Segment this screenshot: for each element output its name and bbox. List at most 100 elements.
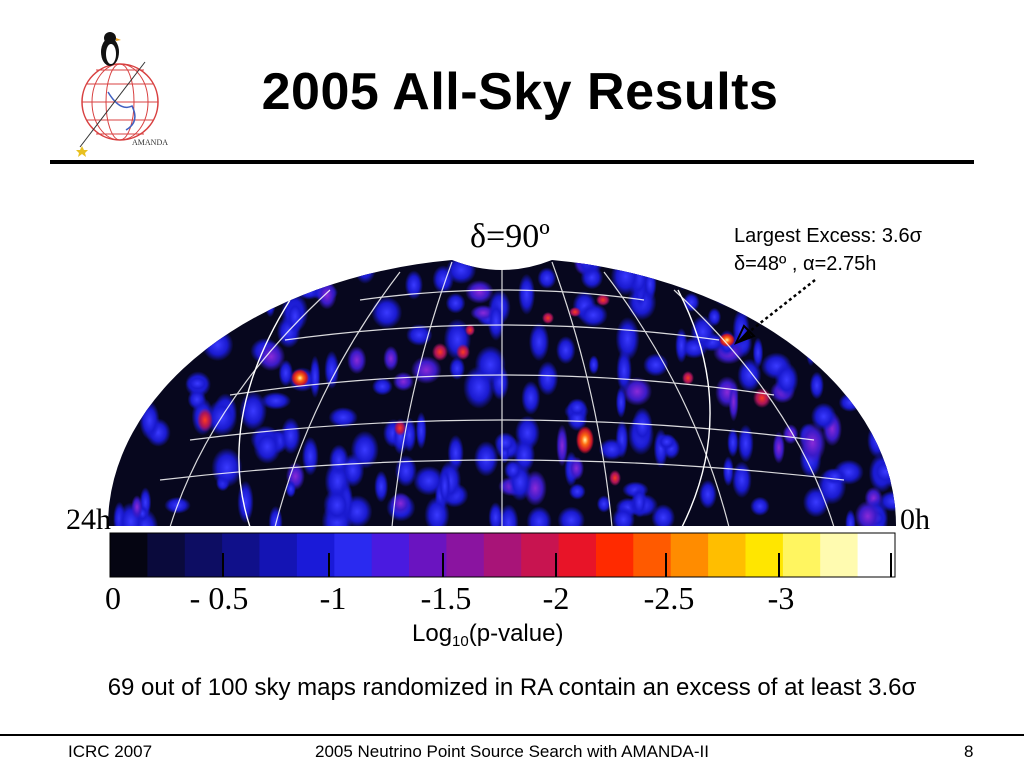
fluctuation-spot (805, 330, 826, 358)
logo-penguin (101, 32, 121, 66)
colorbar-tick-label: -2 (542, 580, 570, 616)
fluctuation-spot (280, 417, 301, 455)
fluctuation-spot (158, 321, 180, 340)
fluctuation-spot (704, 281, 729, 299)
fluctuation-spot (383, 345, 399, 372)
fluctuation-spot (683, 292, 700, 312)
fluctuation-spot (371, 296, 403, 329)
fluctuation-spot (568, 483, 586, 500)
fluctuation-spot (187, 260, 203, 300)
fluctuation-spot (890, 454, 897, 476)
fluctuation-spot (253, 429, 282, 464)
declination-label: δ=90º (470, 218, 550, 255)
fluctuation-spot (750, 496, 770, 516)
colorbar-border (109, 532, 896, 578)
colorbar-tick-label: - 0.5 (189, 580, 249, 616)
fluctuation-spot (711, 271, 738, 307)
colorbar-swatch (745, 533, 784, 577)
largest-excess-annotation: Largest Excess: 3.6σ δ=48º , α=2.75h (734, 222, 922, 278)
fluctuation-spot (840, 264, 863, 299)
fluctuation-spot (309, 355, 321, 399)
fluctuation-spot (323, 487, 351, 523)
fluctuation-spot (139, 401, 160, 440)
fluctuation-spot (465, 280, 494, 304)
fluctuation-spot (643, 268, 657, 301)
colorbar-swatch (670, 533, 709, 577)
fluctuation-spot (693, 260, 710, 289)
colorbar-swatch (483, 533, 522, 577)
colorbar-swatch (857, 533, 896, 577)
fluctuation-spot (830, 260, 853, 297)
fluctuation-spot (328, 407, 358, 428)
fluctuation-spot (445, 292, 466, 314)
fluctuation-spot (805, 333, 817, 367)
fluctuation-spot (598, 438, 625, 461)
fluctuation-spot (596, 495, 612, 513)
fluctuation-spot (157, 280, 186, 305)
fluctuation-spot (107, 263, 130, 303)
hotspot (456, 344, 470, 360)
fluctuation-spot (406, 324, 433, 346)
fluctuation-spot (829, 289, 846, 320)
equator-baseline (108, 526, 896, 531)
colorbar-swatch (521, 533, 560, 577)
colorbar-tick-label: -1 (319, 580, 347, 616)
hotspot (576, 426, 594, 454)
fluctuation-spot (239, 273, 261, 301)
fluctuation-spot (186, 375, 209, 392)
fluctuation-spot (690, 315, 716, 349)
colorbar-swatch (558, 533, 597, 577)
fluctuation-spot (394, 455, 417, 487)
hotspot (432, 343, 448, 361)
slide-title: 2005 All-Sky Results (261, 63, 779, 121)
fluctuation-spot (131, 495, 143, 519)
fluctuation-spot (874, 415, 896, 445)
colorbar-swatch (596, 533, 634, 577)
fluctuation-spot (752, 337, 764, 369)
fluctuation-spot (415, 411, 427, 450)
fluctuation-spot (187, 389, 207, 410)
excess-arrow (734, 279, 816, 345)
fluctuation-spot (737, 358, 762, 392)
footer-conference: ICRC 2007 (68, 742, 153, 761)
annotation-line-1: Largest Excess: 3.6σ (734, 225, 922, 247)
fluctuation-spot (180, 281, 193, 301)
fluctuation-spot (651, 504, 676, 527)
fluctuation-spot (260, 392, 292, 410)
colorbar-tick-label: -3 (767, 580, 795, 616)
fluctuation-spot (354, 260, 377, 284)
fluctuation-spot (615, 316, 640, 361)
fluctuation-spot (588, 355, 599, 375)
fluctuation-spot (804, 299, 818, 322)
fluctuation-spot (796, 260, 814, 276)
fluctuation-spot (285, 480, 296, 498)
fluctuation-spot (845, 509, 856, 527)
fluctuation-spot (804, 315, 815, 343)
fluctuation-spot (150, 264, 173, 293)
fluctuation-spot (107, 416, 132, 440)
fluctuation-spot (810, 402, 837, 431)
hotspot (394, 420, 406, 436)
colorbar-swatch (334, 533, 373, 577)
fluctuation-spot (838, 393, 862, 412)
fluctuation-spot (504, 459, 523, 481)
fluctuation-spot (447, 434, 464, 471)
hotspot (291, 369, 309, 387)
fluctuation-spot (766, 263, 788, 305)
fluctuation-spot (597, 260, 619, 268)
hotspot (542, 312, 554, 324)
fluctuation-spot (578, 303, 608, 328)
colorbar-swatch (184, 533, 223, 577)
fluctuation-spot (526, 506, 552, 527)
fluctuation-spot (324, 350, 340, 390)
hotspot (197, 408, 213, 432)
fluctuation-spot (567, 398, 588, 417)
fluctuation-spot (449, 356, 466, 380)
logo-star-icon (76, 146, 88, 157)
fluctuation-spot (286, 299, 305, 334)
fluctuation-spot (665, 260, 681, 277)
fluctuation-spot (277, 273, 306, 298)
fluctuation-spot (772, 431, 785, 464)
fluctuation-spot (858, 271, 882, 308)
fluctuation-spot (518, 273, 536, 315)
